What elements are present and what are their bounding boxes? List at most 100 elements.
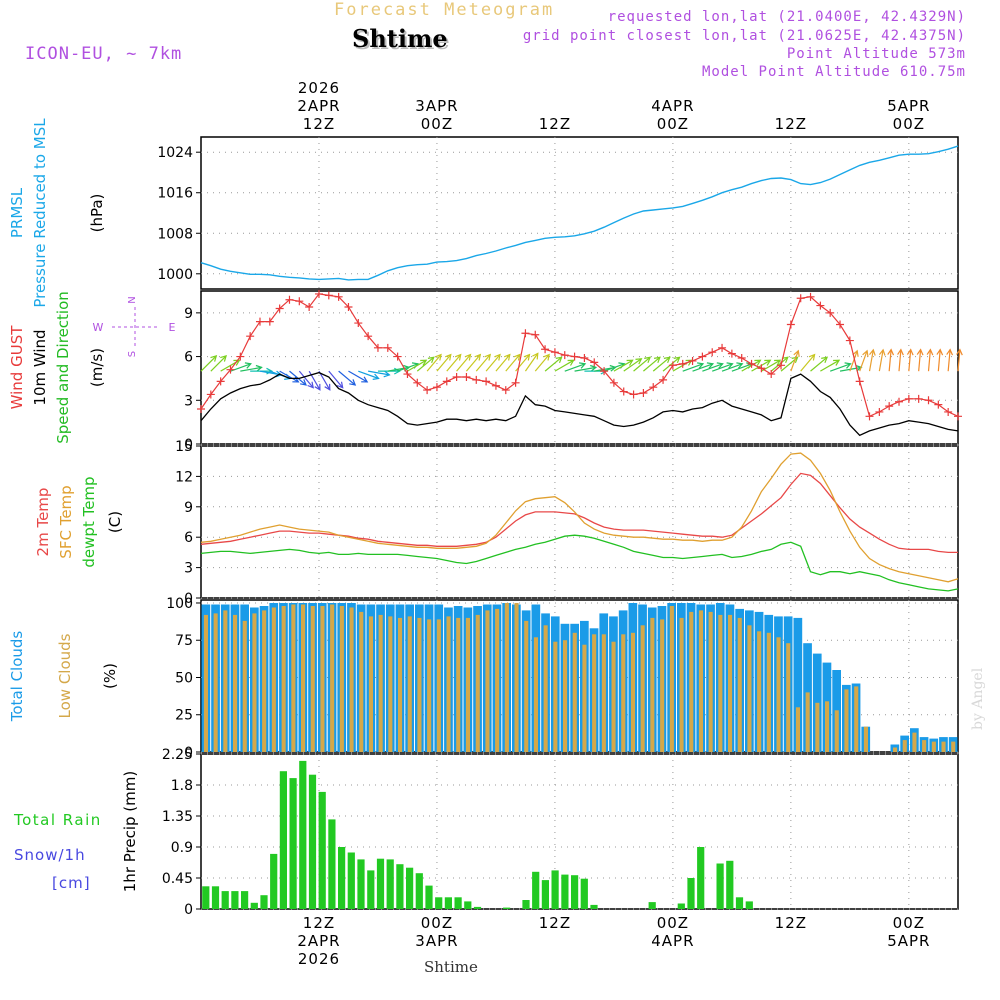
low-cloud-bar — [601, 634, 606, 752]
clouds-unit: (%) — [101, 663, 119, 689]
low-cloud-bar — [223, 610, 228, 752]
rain-bar — [270, 853, 278, 909]
wind-direction-arrow — [888, 349, 892, 372]
gust-marker — [580, 354, 589, 363]
wind-direction-arrow — [348, 370, 368, 383]
low-cloud-bar — [407, 616, 412, 752]
wind-direction-arrow — [574, 366, 597, 372]
panel-temperature: 0 3 6 9 12 15 2m Temp SFC Temp dewpt Temp (C) — [34, 439, 959, 607]
rain-bar — [328, 819, 336, 909]
rain-bar — [338, 847, 346, 909]
low-cloud-bar — [310, 606, 315, 752]
wind-direction-arrowhead — [821, 356, 829, 364]
gust-marker — [531, 330, 540, 339]
wind-direction-arrowhead — [314, 383, 321, 391]
rain-bar — [716, 863, 724, 909]
low-cloud-bar — [776, 637, 781, 752]
low-cloud-bar — [640, 625, 645, 752]
rain-bar — [590, 904, 598, 909]
wind-direction-arrowhead — [774, 359, 782, 366]
low-cloud-bar — [514, 603, 519, 752]
wind-direction-arrow — [318, 370, 331, 391]
wind-axis-title-1: 10m Wind — [31, 329, 49, 405]
low-cloud-bar — [572, 632, 577, 752]
wind-compass: N E S W — [93, 296, 176, 357]
low-cloud-bar — [330, 604, 335, 752]
low-cloud-bar — [281, 606, 286, 752]
gust-marker — [334, 292, 343, 301]
rain-bar — [211, 886, 220, 909]
wind-speed-line — [200, 371, 959, 437]
wind-direction-arrow — [868, 349, 874, 372]
wind-direction-arrow — [485, 354, 501, 372]
rain-bar — [580, 878, 588, 909]
compass-w: W — [93, 321, 104, 334]
low-cloud-bar — [698, 610, 703, 752]
wind-direction-arrowhead — [626, 359, 634, 366]
pressure-axis-title-1: Pressure Reduced to MSL — [31, 118, 49, 308]
wind-direction-arrowhead — [543, 353, 550, 361]
wind-direction-arrow — [240, 366, 262, 372]
wind-direction-arrow — [495, 354, 511, 372]
wind-tick-label-1: 3 — [184, 393, 193, 409]
wind-direction-arrowhead — [427, 356, 435, 364]
gust-marker — [836, 320, 845, 329]
wind-direction-arrowhead — [673, 356, 681, 364]
gust-marker — [659, 375, 668, 384]
wind-direction-arrowhead — [454, 353, 462, 361]
pressure-tick-label-0: 1000 — [157, 267, 193, 283]
wind-direction-arrowhead — [906, 348, 914, 356]
wind-direction-arrow — [210, 355, 227, 372]
gust-marker — [600, 367, 609, 376]
wind-direction-arrowhead — [791, 356, 799, 364]
low-cloud-bar — [844, 689, 849, 752]
gust-marker — [344, 303, 353, 312]
rain-bar — [464, 901, 472, 909]
wind-direction-arrowhead — [862, 349, 869, 357]
bottom-time-label-0-1: 2APR — [297, 932, 340, 950]
wind-direction-arrow — [279, 370, 299, 383]
wind-direction-arrow — [456, 354, 471, 372]
low-cloud-bar — [679, 617, 684, 752]
precipitation-tick-label-5: 2.25 — [162, 747, 193, 763]
gust-marker — [885, 402, 894, 411]
wind-direction-arrowhead — [523, 353, 531, 361]
rain-bar — [435, 897, 443, 909]
gust-line — [200, 293, 959, 418]
wind-direction-arrow — [761, 359, 781, 372]
wind-direction-arrowhead — [513, 353, 521, 361]
wind-direction-arrow — [505, 354, 521, 372]
low-cloud-bar — [543, 625, 548, 752]
wind-direction-arrowhead — [307, 381, 315, 389]
precip-label-unit: [cm] — [52, 874, 91, 892]
rain-bar — [260, 895, 268, 909]
wind-axis-title-2: Speed and Direction — [54, 291, 72, 444]
wind-direction-arrow — [849, 350, 858, 372]
compass-e: E — [169, 321, 176, 334]
gust-marker — [491, 381, 500, 390]
low-cloud-bar — [524, 620, 529, 752]
wind-direction-arrow — [407, 359, 427, 372]
wind-direction-arrowhead — [361, 376, 369, 383]
wind-tick-label-2: 6 — [184, 350, 193, 366]
rain-bar — [454, 897, 462, 909]
wind-direction-arrow — [298, 370, 314, 389]
rain-bar — [415, 873, 423, 909]
wind-direction-arrowhead — [685, 359, 693, 366]
wind-direction-arrow — [416, 356, 435, 372]
low-cloud-bar — [485, 610, 490, 752]
low-cloud-bar — [854, 686, 859, 752]
low-cloud-bar — [213, 613, 218, 752]
wind-direction-arrow — [927, 349, 931, 372]
low-cloud-bar — [912, 732, 917, 752]
gust-marker — [924, 396, 933, 405]
rain-bar — [551, 870, 559, 909]
wind-direction-arrow — [368, 370, 390, 376]
rain-bar — [289, 778, 297, 909]
wind-direction-arrow — [623, 358, 642, 372]
wind-direction-arrowhead — [869, 348, 876, 356]
rain-bar — [241, 891, 249, 909]
wind-direction-arrow — [790, 350, 799, 372]
gust-marker — [619, 387, 628, 396]
panel-wind: 0 3 6 9 Wind GUST 10m Wind Speed and Direction… — [8, 289, 963, 453]
